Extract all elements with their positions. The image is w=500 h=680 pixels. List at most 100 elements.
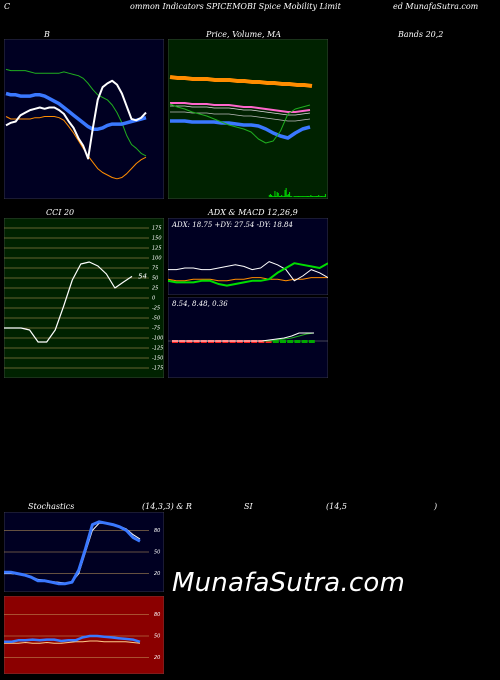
plus-di-line xyxy=(168,262,328,287)
volume-bar xyxy=(305,196,307,197)
volume-bar xyxy=(273,196,275,197)
rsi-chart: 80 50 20 xyxy=(4,596,164,674)
volume-bar xyxy=(275,196,277,197)
macd-panel: 8.54, 8.48, 0.36 xyxy=(168,297,328,378)
macd-hist-bar xyxy=(272,340,279,343)
mfi-line xyxy=(4,640,141,644)
volume-bar xyxy=(272,196,274,197)
volume-bar xyxy=(295,196,297,197)
volume-bar xyxy=(269,194,271,197)
volume-bar xyxy=(301,196,303,197)
volume-bar xyxy=(304,196,306,197)
volume-bar xyxy=(306,196,308,197)
cci-tick-label: -175 xyxy=(152,366,163,372)
rsi-panel: 80 50 20 xyxy=(4,596,164,674)
cci-tick-label: 25 xyxy=(152,286,158,292)
cci-tick-label: 150 xyxy=(152,236,162,242)
cci-chart: 175 150 125 100 75 50 25 0 -25 -50 -75 -100 -125 -150… xyxy=(4,218,164,378)
volume-bar xyxy=(310,195,312,197)
volume-bar xyxy=(283,196,285,197)
volume-bar xyxy=(281,195,283,197)
volume-bar xyxy=(293,196,295,197)
stoch-tick-label: 80 xyxy=(154,528,160,534)
bands-label: B xyxy=(44,30,50,39)
bb-price-line xyxy=(5,79,147,160)
volume-bar xyxy=(318,195,320,197)
rsi-tick-label: 20 xyxy=(154,655,160,661)
cci-tick-label: -125 xyxy=(152,346,163,352)
ma-pink-line xyxy=(170,102,311,113)
rsi-tick-label: 50 xyxy=(154,634,160,640)
price-label: Price, Volume, MA xyxy=(206,30,282,39)
adx-chart: ADX: 18.75 +DY: 27.54 -DY: 18.84 xyxy=(168,218,328,295)
header-title: ommon Indicators SPICEMOBI Spice Mobilit… xyxy=(130,2,341,11)
rsi-params: (14,5 xyxy=(326,502,347,511)
volume-bar xyxy=(311,196,313,197)
bb-middle-line xyxy=(5,91,147,131)
stoch-chart: 80 50 20 xyxy=(4,512,164,592)
volume-bar xyxy=(297,196,299,197)
volume-bar xyxy=(286,195,288,197)
cci-line xyxy=(4,261,133,343)
header-site: ed MunafaSutra.com xyxy=(393,2,479,11)
volume-bar xyxy=(317,196,319,197)
macd-line xyxy=(172,332,314,342)
cci-tick-label: 50 xyxy=(152,276,158,282)
volume-bar xyxy=(291,196,293,197)
volume-bar xyxy=(314,196,316,197)
adx-panel: ADX: 18.75 +DY: 27.54 -DY: 18.84 xyxy=(168,218,328,295)
ma-gray-line-2 xyxy=(170,111,311,122)
price-line xyxy=(169,103,311,144)
ma-gray-line-1 xyxy=(170,105,311,116)
volume-bar xyxy=(276,192,278,197)
volume-bar xyxy=(284,190,286,197)
volume-bar xyxy=(324,194,326,197)
volume-bar xyxy=(303,196,305,197)
ma-orange-line xyxy=(169,75,313,88)
volume-bar xyxy=(300,196,302,197)
volume-bar xyxy=(278,196,280,197)
cci-tick-label: 125 xyxy=(152,246,162,252)
volume-bar xyxy=(320,196,322,197)
volume-bar xyxy=(296,196,298,197)
macd-values: 8.54, 8.48, 0.36 xyxy=(172,300,228,308)
volume-bar xyxy=(277,193,279,197)
cci-tick-label: 75 xyxy=(152,266,158,272)
cci-last-label: 54 xyxy=(138,272,147,280)
bollinger-chart xyxy=(4,39,164,199)
ma-blue-line xyxy=(170,119,311,140)
volume-bar xyxy=(287,194,289,197)
volume-bar xyxy=(302,196,304,197)
volume-bar xyxy=(280,196,282,197)
volume-bar xyxy=(299,196,301,197)
volume-bar xyxy=(282,196,284,197)
volume-bar xyxy=(322,196,324,197)
cci-tick-label: -100 xyxy=(152,336,163,342)
bb-label: Bands 20,2 xyxy=(398,30,444,39)
cci-tick-label: 0 xyxy=(152,296,155,302)
adx-label: ADX & MACD 12,26,9 xyxy=(208,208,298,217)
macd-hist-bar xyxy=(308,340,315,343)
rsi-line xyxy=(4,634,141,644)
minus-di-line xyxy=(168,261,328,282)
volume-bar xyxy=(274,191,276,197)
volume-bar xyxy=(290,196,292,197)
volume-bar xyxy=(312,196,314,197)
volume-bar xyxy=(268,195,270,197)
macd-hist-bar xyxy=(280,340,286,343)
cci-tick-label: 175 xyxy=(152,226,162,232)
rsi-close: ) xyxy=(434,502,438,511)
volume-bar xyxy=(294,196,296,197)
bollinger-panel xyxy=(4,39,164,199)
rsi-label: SI xyxy=(244,502,253,511)
stoch-tick-label: 20 xyxy=(154,571,160,577)
stoch-tick-label: 50 xyxy=(154,550,160,556)
stoch-params: (14,3,3) & R xyxy=(142,502,192,511)
rsi-tick-label: 80 xyxy=(154,612,160,618)
adx-values: ADX: 18.75 +DY: 27.54 -DY: 18.84 xyxy=(171,221,293,229)
volume-bar xyxy=(271,195,273,197)
price-chart xyxy=(168,39,328,199)
volume-bar xyxy=(309,196,311,197)
price-panel xyxy=(168,39,328,199)
cci-tick-label: 100 xyxy=(152,256,162,262)
